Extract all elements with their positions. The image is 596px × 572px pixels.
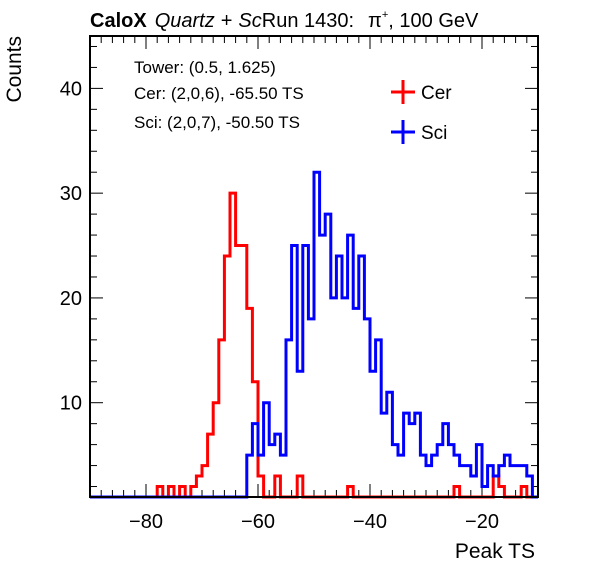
y-tick-label: 20 [60, 288, 82, 310]
axis-ticks: −80 −60 −40 −20 10 20 30 40 [60, 36, 539, 533]
y-axis-label: Counts [3, 36, 26, 103]
y-tick-label: 10 [60, 393, 82, 415]
header-run: Run 1430: [262, 10, 354, 32]
plot-frame [89, 35, 539, 498]
info-sci: Sci: (2,0,7), -50.50 TS [134, 113, 300, 132]
y-tick-label: 30 [60, 183, 82, 205]
header-particle: π [368, 10, 382, 32]
legend: Cer Sci [391, 80, 452, 144]
y-tick-label: 40 [60, 78, 82, 100]
legend-label-sci: Sci [421, 123, 447, 144]
header-plus: + [221, 10, 233, 32]
x-tick-label: −40 [353, 511, 387, 533]
x-tick-label: −60 [241, 511, 275, 533]
header-material-b: Sc [238, 10, 261, 32]
x-tick-label: −20 [465, 511, 499, 533]
histogram-series [90, 170, 538, 499]
x-tick-label: −80 [129, 511, 163, 533]
header-brand: CaloX [90, 10, 147, 32]
info-tower: Tower: (0.5, 1.625) [134, 58, 276, 77]
chart-header: CaloX Quartz + ScRun 1430: π+, 100 GeV [90, 9, 479, 32]
header-energy: , 100 GeV [388, 10, 479, 32]
series-sci-histogram [90, 170, 538, 499]
x-axis-label: Peak TS [455, 540, 535, 563]
legend-label-cer: Cer [421, 83, 452, 104]
info-cer: Cer: (2,0,6), -65.50 TS [134, 84, 304, 103]
header-charge: + [382, 9, 388, 21]
header-material-a: Quartz [155, 10, 215, 32]
